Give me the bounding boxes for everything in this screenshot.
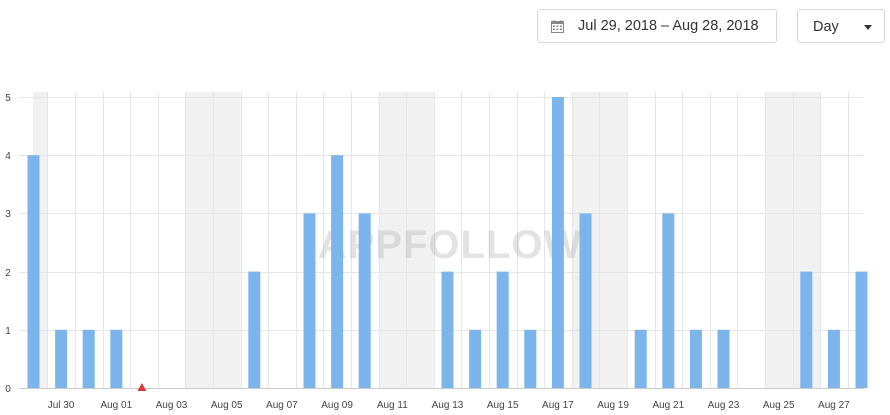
bar [358, 213, 371, 388]
x-axis-ticks: Jul 30 Aug 01 Aug 03 Aug 05 Aug 07 Aug 09 Aug … [48, 400, 850, 411]
bar [524, 329, 537, 388]
bar [634, 329, 647, 388]
bars [27, 97, 868, 388]
x-tick-label: Aug 27 [818, 400, 850, 411]
x-tick-label: Aug 25 [763, 400, 795, 411]
bar [717, 329, 730, 388]
x-tick-label: Jul 30 [48, 400, 75, 411]
date-range-picker[interactable]: Jul 29, 2018 – Aug 28, 2018 [537, 9, 777, 43]
bar [55, 329, 68, 388]
y-axis-ticks: 0 1 2 3 4 5 [5, 93, 11, 395]
event-markers [137, 383, 147, 391]
y-tick-label: 2 [5, 268, 11, 279]
x-tick-label: Aug 23 [708, 400, 740, 411]
watermark: APPFOLLOW [318, 223, 583, 267]
bar [496, 271, 509, 388]
bar [800, 271, 813, 388]
period-select[interactable]: Day [797, 9, 885, 43]
x-tick-label: Aug 01 [100, 400, 132, 411]
y-tick-label: 0 [5, 384, 11, 395]
period-select-value: Day [813, 19, 839, 35]
bar [303, 213, 316, 388]
bar [579, 213, 592, 388]
x-tick-label: Aug 17 [542, 400, 574, 411]
x-tick-label: Aug 09 [321, 400, 353, 411]
x-tick-label: Aug 11 [377, 400, 408, 411]
bar [469, 329, 482, 388]
bar [441, 271, 454, 388]
x-tick-label: Aug 03 [156, 400, 188, 411]
chevron-down-icon [864, 25, 872, 30]
bar [331, 155, 344, 388]
bar [27, 155, 40, 388]
bar [110, 329, 123, 388]
x-tick-label: Aug 13 [432, 400, 464, 411]
calendar-icon [551, 20, 564, 33]
event-marker [137, 383, 147, 391]
x-tick-label: Aug 19 [597, 400, 629, 411]
x-tick-label: Aug 07 [266, 400, 298, 411]
x-tick-label: Aug 15 [487, 400, 519, 411]
bar [248, 271, 261, 388]
bar [82, 329, 95, 388]
bar [689, 329, 702, 388]
x-tick-label: Aug 05 [211, 400, 243, 411]
x-tick-label: Aug 21 [652, 400, 684, 411]
y-tick-label: 4 [5, 151, 11, 162]
y-tick-label: 1 [5, 326, 11, 337]
y-tick-label: 3 [5, 209, 11, 220]
y-tick-label: 5 [5, 93, 11, 104]
bar [662, 213, 675, 388]
weekend-band [185, 92, 241, 388]
date-range-text: Jul 29, 2018 – Aug 28, 2018 [578, 18, 759, 34]
bar [551, 97, 564, 388]
bar [827, 329, 840, 388]
bar [855, 271, 868, 388]
